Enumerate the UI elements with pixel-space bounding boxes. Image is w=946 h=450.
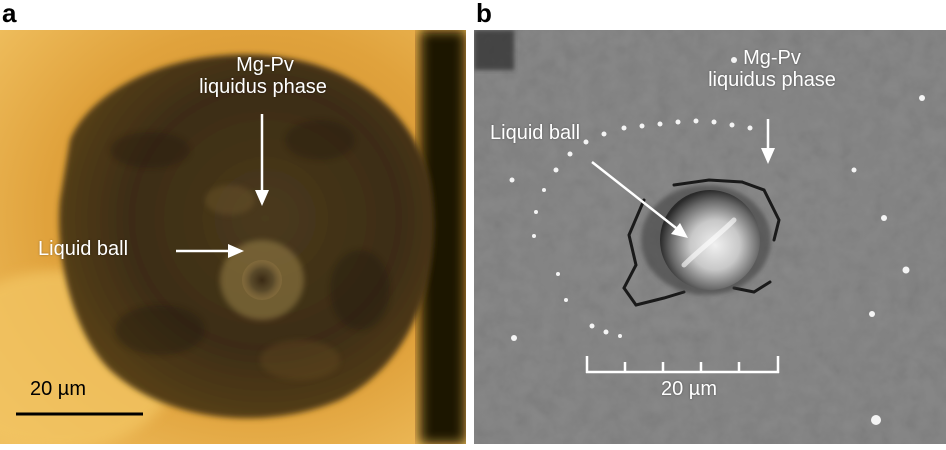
liquid-ball-label: Liquid ball [490,122,581,144]
sem-image [474,30,946,444]
optical-micrograph-panel: Mg-Pv liquidus phase Liquid ball 20 µm [0,30,466,444]
optical-micrograph-image [0,30,466,444]
scale-bar-label: 20 µm [661,378,717,400]
mg-pv-label: Mg-Pv [743,47,801,69]
panel-b-letter: b [476,0,492,28]
liquid-ball-label: Liquid ball [38,238,129,260]
panel-a-letter: a [2,0,17,28]
scale-bar-label: 20 µm [30,378,86,400]
liquidus-phase-label: liquidus phase [708,69,836,91]
liquidus-phase-label: liquidus phase [199,76,327,98]
sem-image-panel: Mg-Pv liquidus phase Liquid ball 20 µm [474,30,946,444]
mg-pv-label: Mg-Pv [236,54,294,76]
